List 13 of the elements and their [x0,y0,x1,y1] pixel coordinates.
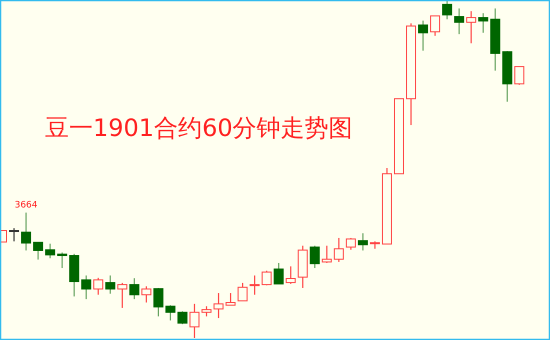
candlestick [214,292,224,319]
candlestick [466,10,476,44]
candlestick [129,278,140,300]
title: 豆一1901合约60分钟走势图 [45,114,353,142]
candlestick [334,237,344,263]
candlestick [93,277,104,296]
candlestick [262,270,272,286]
annotation: 3664 [14,200,38,211]
candlestick [250,274,260,296]
candlestick [105,274,116,294]
candlestick [286,266,296,285]
candlestick [298,245,308,289]
candlestick [310,245,320,269]
